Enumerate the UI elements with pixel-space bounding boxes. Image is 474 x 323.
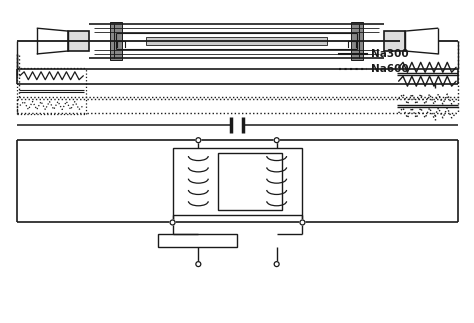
Bar: [384, 31, 404, 51]
Circle shape: [196, 262, 201, 266]
Bar: [218, 153, 282, 210]
Circle shape: [170, 220, 175, 225]
Circle shape: [274, 262, 279, 266]
Circle shape: [196, 138, 201, 143]
Text: Na600: Na600: [371, 64, 409, 74]
Circle shape: [274, 138, 279, 143]
Text: Na300: Na300: [371, 49, 409, 59]
Bar: [351, 22, 363, 60]
Bar: [158, 234, 237, 247]
Bar: [173, 148, 302, 214]
Bar: [146, 37, 327, 45]
Circle shape: [300, 220, 305, 225]
Bar: [68, 31, 89, 51]
Bar: [110, 22, 122, 60]
